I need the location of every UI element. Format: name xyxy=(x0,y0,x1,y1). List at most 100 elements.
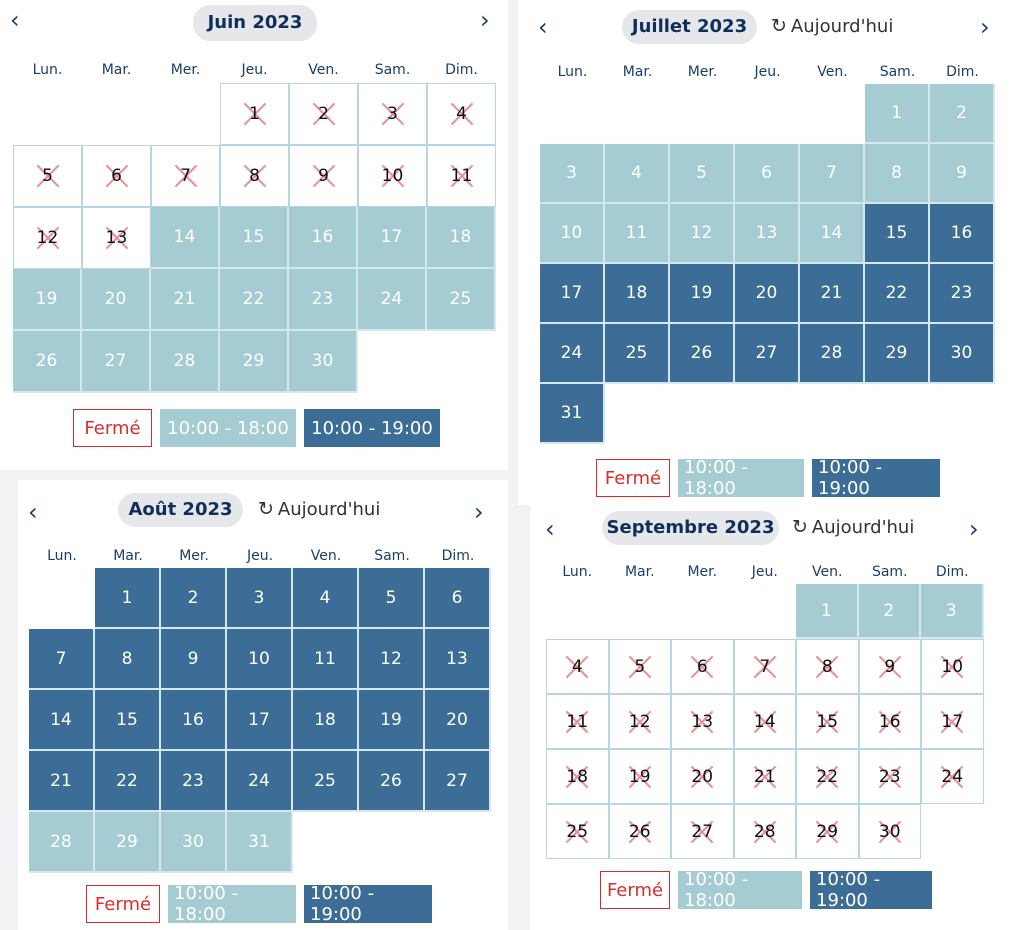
day-cell[interactable]: 8 xyxy=(865,144,930,204)
day-cell[interactable]: 1 xyxy=(865,84,930,144)
day-cell[interactable]: 21 xyxy=(29,751,95,812)
day-cell[interactable]: 20 xyxy=(425,690,491,751)
next-month-button[interactable]: › xyxy=(474,498,484,526)
day-cell[interactable]: 18 xyxy=(605,264,670,324)
day-number: 15 xyxy=(116,709,138,730)
day-cell[interactable]: 10 xyxy=(227,629,293,690)
day-cell[interactable]: 13 xyxy=(735,204,800,264)
day-cell[interactable]: 17 xyxy=(227,690,293,751)
day-cell[interactable]: 24 xyxy=(358,269,427,331)
day-cell[interactable]: 4 xyxy=(293,568,359,629)
day-cell[interactable]: 1 xyxy=(95,568,161,629)
day-cell[interactable]: 23 xyxy=(289,269,358,331)
prev-month-button[interactable]: ‹ xyxy=(538,13,548,41)
day-cell[interactable]: 16 xyxy=(930,204,995,264)
day-cell[interactable]: 16 xyxy=(289,207,358,269)
day-cell[interactable]: 24 xyxy=(540,324,605,384)
day-cell[interactable]: 2 xyxy=(161,568,227,629)
day-cell[interactable]: 4 xyxy=(605,144,670,204)
day-cell[interactable]: 22 xyxy=(865,264,930,324)
day-cell[interactable]: 3 xyxy=(921,584,984,639)
day-cell[interactable]: 23 xyxy=(930,264,995,324)
day-cell[interactable]: 21 xyxy=(151,269,220,331)
day-number: 31 xyxy=(560,403,583,423)
day-cell[interactable]: 5 xyxy=(359,568,425,629)
day-cell[interactable]: 17 xyxy=(540,264,605,324)
day-cell[interactable]: 30 xyxy=(161,812,227,873)
day-cell[interactable]: 5 xyxy=(670,144,735,204)
today-button[interactable]: ↻ Aujourd'hui xyxy=(771,15,893,37)
day-cell[interactable]: 18 xyxy=(427,207,496,269)
day-cell[interactable]: 22 xyxy=(95,751,161,812)
day-cell[interactable]: 11 xyxy=(293,629,359,690)
day-cell[interactable]: 25 xyxy=(427,269,496,331)
day-cell[interactable]: 2 xyxy=(930,84,995,144)
day-cell[interactable]: 9 xyxy=(930,144,995,204)
day-cell[interactable]: 12 xyxy=(359,629,425,690)
day-cell[interactable]: 31 xyxy=(540,384,605,444)
day-cell[interactable]: 18 xyxy=(293,690,359,751)
day-cell[interactable]: 24 xyxy=(227,751,293,812)
day-cell[interactable]: 20 xyxy=(735,264,800,324)
today-button[interactable]: ↻ Aujourd'hui xyxy=(792,516,914,538)
day-cell[interactable]: 27 xyxy=(735,324,800,384)
next-month-button[interactable]: › xyxy=(980,13,990,41)
next-month-button[interactable]: › xyxy=(480,6,490,34)
prev-month-button[interactable]: ‹ xyxy=(545,515,555,543)
day-number: 7 xyxy=(826,163,837,183)
day-number: 17 xyxy=(941,711,964,732)
day-cell[interactable]: 26 xyxy=(13,331,82,393)
day-cell[interactable]: 20 xyxy=(82,269,151,331)
day-cell[interactable]: 31 xyxy=(227,812,293,873)
day-cell[interactable]: 30 xyxy=(289,331,358,393)
day-cell[interactable]: 1 xyxy=(796,584,859,639)
day-cell[interactable]: 3 xyxy=(227,568,293,629)
prev-month-button[interactable]: ‹ xyxy=(28,498,38,526)
day-cell[interactable]: 13 xyxy=(425,629,491,690)
day-cell[interactable]: 28 xyxy=(29,812,95,873)
day-cell[interactable]: 19 xyxy=(359,690,425,751)
day-cell[interactable]: 22 xyxy=(220,269,289,331)
day-cell[interactable]: 14 xyxy=(151,207,220,269)
day-cell[interactable]: 6 xyxy=(735,144,800,204)
day-cell[interactable]: 2 xyxy=(858,584,921,639)
prev-month-button[interactable]: ‹ xyxy=(10,6,20,34)
day-cell[interactable]: 26 xyxy=(359,751,425,812)
day-cell[interactable]: 7 xyxy=(29,629,95,690)
day-cell[interactable]: 12 xyxy=(670,204,735,264)
day-cell[interactable]: 30 xyxy=(930,324,995,384)
day-cell[interactable]: 23 xyxy=(161,751,227,812)
day-cell[interactable]: 29 xyxy=(865,324,930,384)
day-number: 18 xyxy=(566,766,589,787)
today-button[interactable]: ↻ Aujourd'hui xyxy=(258,498,380,520)
day-cell[interactable]: 27 xyxy=(82,331,151,393)
day-cell[interactable]: 27 xyxy=(425,751,491,812)
day-cell[interactable]: 25 xyxy=(605,324,670,384)
day-cell[interactable]: 15 xyxy=(865,204,930,264)
day-cell[interactable]: 17 xyxy=(358,207,427,269)
day-cell[interactable]: 19 xyxy=(13,269,82,331)
weekday-label: Ven. xyxy=(308,62,339,78)
day-cell[interactable]: 29 xyxy=(95,812,161,873)
day-cell[interactable]: 7 xyxy=(800,144,865,204)
day-cell[interactable]: 15 xyxy=(220,207,289,269)
day-cell[interactable]: 19 xyxy=(670,264,735,324)
day-cell[interactable]: 26 xyxy=(670,324,735,384)
day-cell[interactable]: 10 xyxy=(540,204,605,264)
day-cell[interactable]: 25 xyxy=(293,751,359,812)
day-cell[interactable]: 28 xyxy=(151,331,220,393)
day-cell[interactable]: 28 xyxy=(800,324,865,384)
month-title: Septembre 2023 xyxy=(602,511,779,545)
day-cell[interactable]: 14 xyxy=(29,690,95,751)
day-cell[interactable]: 16 xyxy=(161,690,227,751)
day-cell[interactable]: 29 xyxy=(220,331,289,393)
day-cell[interactable]: 11 xyxy=(605,204,670,264)
day-cell[interactable]: 9 xyxy=(161,629,227,690)
day-cell[interactable]: 15 xyxy=(95,690,161,751)
day-cell[interactable]: 21 xyxy=(800,264,865,324)
day-cell[interactable]: 14 xyxy=(800,204,865,264)
day-cell[interactable]: 3 xyxy=(540,144,605,204)
next-month-button[interactable]: › xyxy=(969,515,979,543)
day-cell[interactable]: 8 xyxy=(95,629,161,690)
day-cell[interactable]: 6 xyxy=(425,568,491,629)
